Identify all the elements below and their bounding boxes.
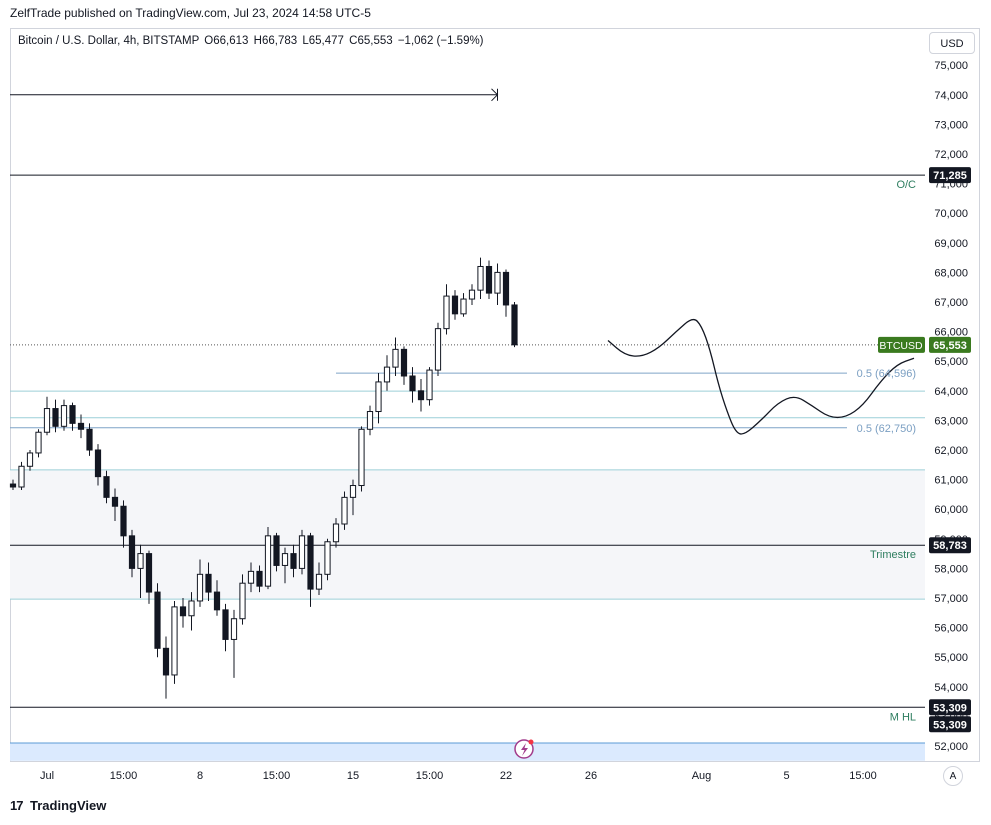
chart-frame xyxy=(10,28,980,762)
publisher-line: ZelfTrade published on TradingView.com, … xyxy=(10,6,371,20)
x-tick-label-4: 15 xyxy=(347,770,359,782)
x-tick-label-3: 15:00 xyxy=(263,770,291,782)
legend-open-label: O xyxy=(204,35,214,47)
tradingview-logo[interactable]: 17 TradingView xyxy=(10,798,106,813)
x-tick-label-8: Aug xyxy=(692,770,712,782)
auto-scale-button[interactable]: A xyxy=(943,766,963,786)
x-tick-label-7: 26 xyxy=(585,770,597,782)
x-tick-label-0: Jul xyxy=(40,770,54,782)
legend-close-label: C xyxy=(349,35,358,47)
x-tick-label-10: 15:00 xyxy=(849,770,877,782)
tv-logo-icon: 17 xyxy=(10,798,23,813)
legend-low-label: L xyxy=(302,35,309,47)
x-tick-label-1: 15:00 xyxy=(110,770,138,782)
x-tick-label-2: 8 xyxy=(197,770,203,782)
legend-high-label: H xyxy=(253,35,262,47)
currency-button[interactable]: USD xyxy=(929,32,975,54)
legend-low: 65,477 xyxy=(308,35,344,47)
legend-high: 66,783 xyxy=(261,35,298,47)
legend-open: 66,613 xyxy=(213,35,249,47)
x-tick-label-5: 15:00 xyxy=(416,770,444,782)
legend-change: −1,062 (−1.59%) xyxy=(397,35,484,47)
brand-name: TradingView xyxy=(30,798,107,813)
x-tick-label-6: 22 xyxy=(500,770,512,782)
legend-close: 65,553 xyxy=(357,35,393,47)
symbol-legend: Bitcoin / U.S. Dollar, 4h, BITSTAMP O66,… xyxy=(18,35,484,47)
x-tick-label-9: 5 xyxy=(783,770,789,782)
legend-symbol: Bitcoin / U.S. Dollar, 4h, BITSTAMP xyxy=(18,35,200,47)
